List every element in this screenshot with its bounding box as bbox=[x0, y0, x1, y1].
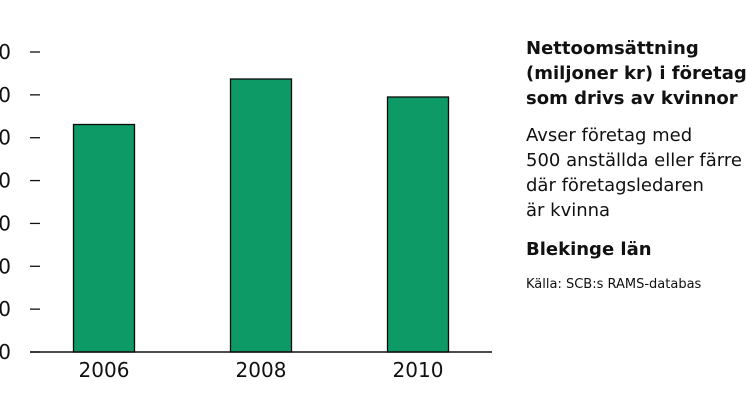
description-line: 500 anställda eller färre bbox=[526, 150, 742, 171]
x-tick-label: 2006 bbox=[79, 358, 130, 382]
bar-2006 bbox=[72, 123, 136, 353]
x-tick-label: 2010 bbox=[393, 358, 444, 382]
description-line: är kvinna bbox=[526, 200, 611, 221]
description-line: Avser företag med bbox=[526, 125, 693, 146]
y-tick-label: 00 bbox=[0, 211, 11, 235]
chart-title: Nettoomsättning (miljoner kr) i företag … bbox=[526, 36, 746, 111]
y-tick-label: 00 bbox=[0, 126, 11, 150]
bars bbox=[72, 78, 450, 353]
y-tick-label: 0 bbox=[0, 340, 11, 364]
description-line: där företagsledaren bbox=[526, 175, 704, 196]
bar-2010 bbox=[386, 96, 450, 353]
chart-description: Avser företag med 500 anställda eller fä… bbox=[526, 123, 746, 223]
y-tick-label: 00 bbox=[0, 254, 11, 278]
chart-title-line: Nettoomsättning bbox=[526, 38, 699, 59]
x-axis-labels: 2006 2008 2010 bbox=[79, 358, 444, 382]
x-tick-label: 2008 bbox=[236, 358, 287, 382]
y-axis: 000000000000000 bbox=[0, 40, 40, 364]
bar-2008 bbox=[229, 78, 293, 353]
y-tick-label: 00 bbox=[0, 169, 11, 193]
region-label: Blekinge län bbox=[526, 239, 652, 260]
chart-title-line: (miljoner kr) i företag bbox=[526, 63, 746, 84]
chart-title-line: som drivs av kvinnor bbox=[526, 88, 738, 109]
y-tick-label: 00 bbox=[0, 297, 11, 321]
side-panel: Nettoomsättning (miljoner kr) i företag … bbox=[526, 36, 746, 294]
source-note: Källa: SCB:s RAMS-databas bbox=[526, 277, 702, 292]
y-tick-label: 00 bbox=[0, 83, 11, 107]
y-tick-label: 00 bbox=[0, 40, 11, 64]
